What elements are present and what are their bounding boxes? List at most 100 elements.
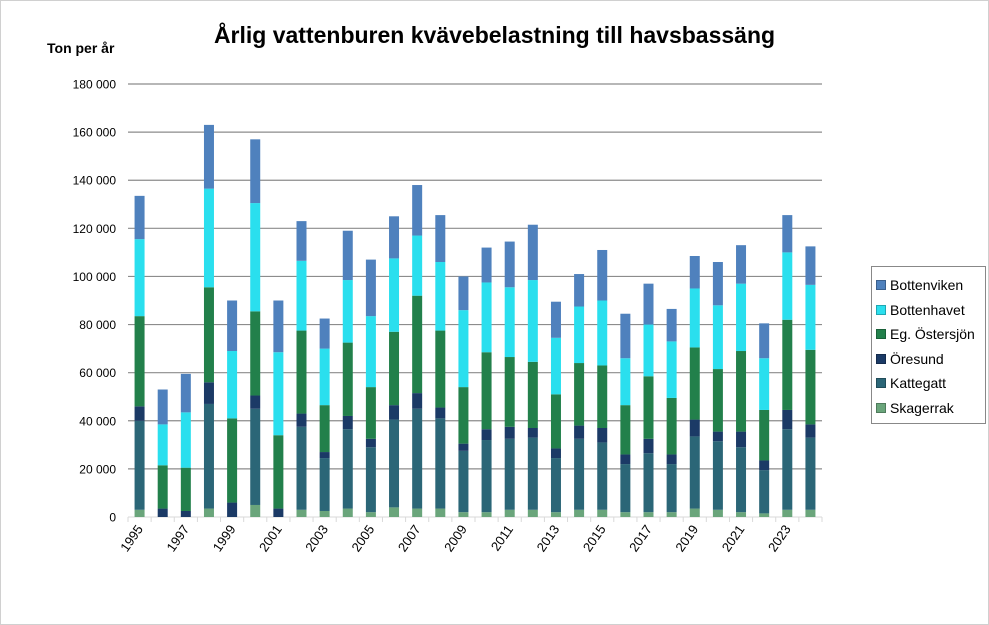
bar-segment-bottenviken-2024 bbox=[805, 246, 816, 285]
bar-segment-bottenviken-2015 bbox=[597, 249, 608, 301]
bar-segment-kattegatt-2017 bbox=[643, 453, 654, 513]
bar-segment-bottenviken-2023 bbox=[782, 215, 793, 253]
bar-segment-bottenviken-2005 bbox=[365, 259, 376, 317]
x-tick-label: 2005 bbox=[348, 522, 377, 554]
legend: Bottenviken Bottenhavet Eg. Östersjön Öresu… bbox=[871, 266, 986, 424]
x-tick-label: 2009 bbox=[441, 522, 470, 554]
bar-segment-skagerrak-1995 bbox=[134, 509, 145, 517]
legend-item: Eg. Östersjön bbox=[876, 322, 985, 347]
legend-swatch bbox=[876, 280, 886, 291]
bar-segment-öresund-2018 bbox=[666, 454, 677, 465]
y-tick-label: 0 bbox=[109, 511, 116, 525]
bar-segment-öresund-2011 bbox=[504, 426, 515, 439]
bar-segment-bottenhavet-2018 bbox=[666, 341, 677, 398]
bar-segment-kattegatt-2023 bbox=[782, 429, 793, 510]
bar-segment-eg-östersjön-1996 bbox=[157, 465, 168, 509]
bar-segment-skagerrak-2011 bbox=[504, 509, 515, 517]
y-tick-label: 40 000 bbox=[79, 414, 116, 428]
bar-segment-eg-östersjön-2024 bbox=[805, 349, 816, 425]
bar-segment-eg-östersjön-2005 bbox=[365, 387, 376, 439]
bar-segment-skagerrak-2024 bbox=[805, 509, 816, 517]
bar-segment-bottenviken-2009 bbox=[458, 276, 469, 311]
bar-segment-öresund-2009 bbox=[458, 443, 469, 451]
bar-segment-bottenviken-2013 bbox=[550, 301, 561, 338]
bar-segment-skagerrak-2019 bbox=[689, 508, 700, 517]
bar-segment-bottenhavet-2021 bbox=[736, 283, 747, 352]
bar-segment-eg-östersjön-2007 bbox=[412, 295, 423, 394]
bar-segment-bottenhavet-1995 bbox=[134, 239, 145, 317]
legend-item: Bottenviken bbox=[876, 273, 985, 298]
bar-segment-skagerrak-2017 bbox=[643, 512, 654, 517]
bar-segment-öresund-2001 bbox=[273, 508, 284, 517]
bar-segment-eg-östersjön-2011 bbox=[504, 357, 515, 427]
bar-segment-bottenhavet-1997 bbox=[180, 412, 191, 468]
legend-item: Skagerrak bbox=[876, 396, 985, 421]
bar-segment-skagerrak-2008 bbox=[435, 508, 446, 517]
bar-segment-öresund-2010 bbox=[481, 429, 492, 441]
bar-segment-bottenhavet-2002 bbox=[296, 260, 307, 331]
x-tick-label: 2019 bbox=[672, 522, 701, 554]
bar-segment-bottenviken-2001 bbox=[273, 300, 284, 353]
bar-segment-kattegatt-2005 bbox=[365, 447, 376, 513]
bar-segment-bottenhavet-2023 bbox=[782, 252, 793, 320]
bar-segment-bottenhavet-2003 bbox=[319, 348, 330, 406]
bar-segment-öresund-1997 bbox=[180, 510, 191, 517]
bar-segment-bottenviken-2000 bbox=[250, 139, 261, 204]
bar-segment-bottenhavet-1998 bbox=[203, 188, 214, 288]
y-axis-label: Ton per år bbox=[47, 40, 115, 56]
bar-segment-bottenhavet-2008 bbox=[435, 262, 446, 331]
bar-segment-kattegatt-2013 bbox=[550, 458, 561, 513]
bar-segment-eg-östersjön-2016 bbox=[620, 405, 631, 455]
x-tick-label: 2003 bbox=[302, 522, 331, 554]
bar-segment-eg-östersjön-2022 bbox=[759, 409, 770, 461]
bar-segment-kattegatt-2024 bbox=[805, 437, 816, 510]
bar-segment-kattegatt-2014 bbox=[574, 438, 585, 510]
bar-segment-kattegatt-2000 bbox=[250, 408, 261, 505]
bar-segment-bottenviken-2018 bbox=[666, 308, 677, 342]
bar-segment-skagerrak-2007 bbox=[412, 508, 423, 517]
bar-segment-bottenviken-2012 bbox=[527, 224, 538, 281]
bar-segment-skagerrak-2013 bbox=[550, 512, 561, 517]
bar-segment-eg-östersjön-2015 bbox=[597, 365, 608, 428]
x-tick-label: 1995 bbox=[117, 522, 146, 554]
bar-segment-eg-östersjön-2003 bbox=[319, 405, 330, 453]
bar-segment-öresund-2015 bbox=[597, 427, 608, 443]
bar-segment-bottenviken-2006 bbox=[389, 216, 400, 259]
x-tick-label: 2013 bbox=[534, 522, 563, 554]
bar-segment-bottenviken-2019 bbox=[689, 255, 700, 289]
bar-segment-bottenhavet-2010 bbox=[481, 282, 492, 353]
bar-segment-bottenviken-2014 bbox=[574, 274, 585, 307]
bar-segment-bottenhavet-2006 bbox=[389, 258, 400, 332]
bar-segment-bottenhavet-2022 bbox=[759, 358, 770, 410]
bar-segment-öresund-1999 bbox=[227, 502, 238, 517]
bar-segment-öresund-2007 bbox=[412, 393, 423, 409]
bar-segment-kattegatt-2009 bbox=[458, 450, 469, 513]
bar-segment-eg-östersjön-2018 bbox=[666, 397, 677, 455]
bar-segment-kattegatt-2020 bbox=[712, 441, 723, 510]
bar-segment-eg-östersjön-2001 bbox=[273, 435, 284, 509]
bar-segment-bottenhavet-2019 bbox=[689, 288, 700, 348]
bar-segment-bottenviken-2017 bbox=[643, 283, 654, 325]
bar-segment-öresund-2019 bbox=[689, 419, 700, 437]
bar-segment-bottenhavet-2015 bbox=[597, 300, 608, 366]
bar-segment-kattegatt-2010 bbox=[481, 440, 492, 513]
bar-segment-öresund-1995 bbox=[134, 406, 145, 421]
bar-segment-skagerrak-2006 bbox=[389, 507, 400, 517]
bar-segment-kattegatt-2015 bbox=[597, 442, 608, 510]
x-tick-label: 2023 bbox=[765, 522, 794, 554]
bar-segment-bottenhavet-1996 bbox=[157, 424, 168, 466]
bar-segment-bottenviken-1996 bbox=[157, 389, 168, 425]
bar-segment-öresund-2006 bbox=[389, 405, 400, 420]
bar-segment-bottenviken-2010 bbox=[481, 247, 492, 283]
bar-segment-kattegatt-2006 bbox=[389, 419, 400, 508]
legend-item: Bottenhavet bbox=[876, 298, 985, 323]
bar-segment-öresund-2012 bbox=[527, 427, 538, 438]
bar-segment-kattegatt-2016 bbox=[620, 464, 631, 513]
bar-segment-bottenviken-2004 bbox=[342, 230, 353, 281]
bar-segment-kattegatt-2021 bbox=[736, 447, 747, 513]
bar-segment-eg-östersjön-2019 bbox=[689, 347, 700, 420]
bar-segment-bottenhavet-2004 bbox=[342, 280, 353, 343]
legend-swatch bbox=[876, 329, 886, 340]
x-tick-label: 2007 bbox=[395, 522, 424, 554]
